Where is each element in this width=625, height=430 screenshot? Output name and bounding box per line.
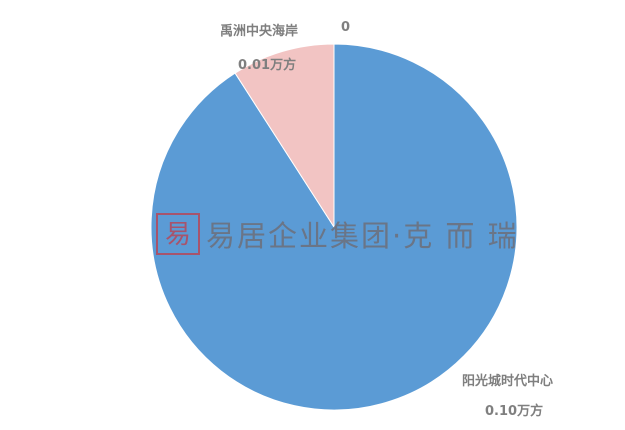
slice-label-value-2: 0.01万方 xyxy=(238,58,297,73)
watermark-seal: 易 xyxy=(156,213,200,255)
slice-label-name-2: 禹洲中央海岸 xyxy=(220,24,299,39)
watermark: 易 易居企业集团·克 而 瑞 xyxy=(156,213,519,255)
slice-label-name-1: 阳光城时代中心 xyxy=(462,374,554,389)
slice-label-value-1: 0.10万方 xyxy=(485,404,544,419)
pie-slice-2 xyxy=(234,43,335,229)
watermark-text: 易居企业集团·克 而 瑞 xyxy=(206,219,519,253)
slice-label-value-3: 0 xyxy=(341,20,351,35)
